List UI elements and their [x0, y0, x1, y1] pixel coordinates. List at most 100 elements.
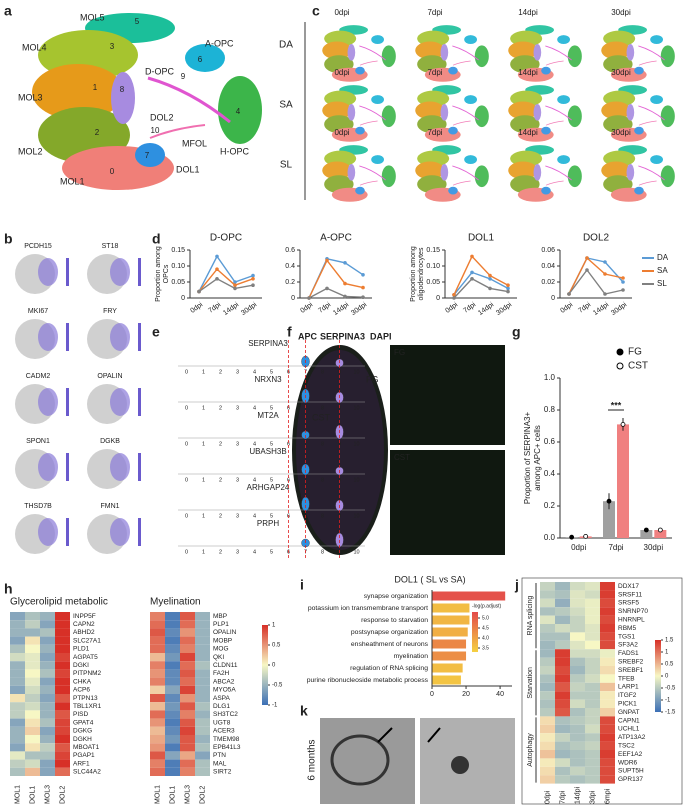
stain-label: DAPI — [370, 331, 392, 341]
heatmap-cell — [600, 640, 615, 650]
point — [325, 258, 329, 263]
row-label: SUPT5H — [618, 768, 644, 775]
x-tick-label: 0dpi — [189, 301, 204, 315]
cluster-id: 4 — [236, 107, 241, 116]
heatmap-cell — [600, 590, 615, 599]
heatmap-cell — [600, 750, 615, 759]
cluster-name: A-OPC — [205, 38, 234, 48]
panel-label: c — [312, 3, 320, 19]
x-tick-label: 30dpi — [495, 301, 513, 317]
heatmap-cell — [570, 640, 585, 650]
point — [361, 295, 365, 300]
row-label: INPP5F — [73, 613, 96, 620]
row-label: TBL1XR1 — [73, 703, 102, 710]
heatmap-cell — [570, 582, 585, 591]
heatmap-cell — [570, 741, 585, 750]
row-label: WDR6 — [618, 759, 638, 766]
column-label: 7dpi — [559, 790, 566, 804]
heatmap-cell — [600, 649, 615, 658]
colorbar — [66, 453, 69, 481]
heatmap-cell — [570, 708, 585, 717]
point — [343, 294, 347, 299]
feature-umap — [38, 323, 58, 351]
arrow — [377, 727, 441, 743]
row-label: MBP — [213, 613, 227, 620]
row-label: OPALIN — [213, 629, 237, 636]
y-axis-label: Proportion among — [410, 246, 417, 302]
heatmap-cell — [195, 661, 210, 670]
x-tick-label: 0dpi — [444, 301, 459, 315]
cluster-label: 2 — [219, 441, 222, 447]
heatmap-cell — [570, 691, 585, 700]
point — [621, 288, 625, 292]
row-label: MYO5A — [213, 687, 236, 694]
feature-umap — [110, 323, 130, 351]
cluster-label: 7 — [304, 405, 307, 411]
row-label: SF3A2 — [618, 642, 638, 649]
cluster-label: 1 — [202, 549, 205, 555]
cluster-label: 4 — [253, 441, 256, 447]
heatmap-cell — [555, 691, 570, 700]
bar — [432, 591, 506, 601]
colorbar-label: 0.5 — [272, 643, 281, 649]
x-tick-label: 7dpi — [317, 301, 332, 315]
heatmap-cell — [180, 751, 195, 760]
heatmap-cell — [10, 661, 25, 670]
column-label: 7dpi — [427, 128, 442, 137]
heatmap-cell — [150, 612, 165, 621]
heatmap-cell — [40, 694, 55, 703]
colorbar — [66, 258, 69, 286]
heatmap-cell — [555, 766, 570, 776]
heatmap-cell — [10, 759, 25, 768]
row-label: MBOAT1 — [73, 744, 100, 751]
heatmap-cell — [555, 640, 570, 650]
legend-marker — [616, 362, 624, 370]
cluster-label: 9 — [338, 441, 341, 447]
heatmap-cell — [570, 775, 585, 784]
cluster-label: 2 — [219, 477, 222, 483]
column-label: 7dpi — [427, 68, 442, 77]
panel-label: b — [4, 231, 13, 247]
mean-dot — [643, 527, 649, 533]
colorbar-label: -0.5 — [665, 686, 676, 692]
cluster-label: 2 — [219, 513, 222, 519]
point — [361, 285, 365, 290]
heatmap-cell — [180, 620, 195, 629]
heatmap-cell — [165, 735, 180, 744]
heatmap-cell — [570, 766, 585, 776]
column-label: 6mpi — [604, 788, 611, 804]
point — [621, 276, 625, 280]
heatmap-cell — [40, 751, 55, 760]
feature-umap — [38, 453, 58, 481]
heatmap-cell — [150, 718, 165, 727]
em-image — [320, 718, 415, 804]
row-label: ABHD2 — [73, 629, 95, 636]
heatmap-cell — [585, 750, 600, 759]
heatmap-cell — [585, 674, 600, 683]
colorbar-title: -log(p.adjust) — [472, 603, 502, 609]
point — [452, 296, 456, 300]
cluster-label: 3 — [236, 405, 239, 411]
column-label: 0dpi — [544, 790, 551, 804]
heatmap-cell — [40, 718, 55, 727]
heatmap-cell — [165, 661, 180, 670]
heatmap-cell — [540, 741, 555, 750]
cluster-name: MOL3 — [18, 92, 43, 102]
heatmap-cell — [585, 598, 600, 608]
group-label: Autophagy — [527, 733, 534, 767]
heatmap-cell — [40, 677, 55, 686]
heatmap-cell — [55, 694, 70, 703]
region-label: CST — [312, 412, 331, 422]
cluster-label: 0 — [185, 405, 188, 411]
point — [488, 277, 492, 281]
cluster-label: 1 — [202, 405, 205, 411]
mean-dot — [606, 498, 612, 504]
heatmap-cell — [165, 644, 180, 653]
feature-umap — [110, 453, 130, 481]
heatmap-cell — [600, 657, 615, 666]
heatmap-cell — [540, 607, 555, 616]
bar — [617, 424, 629, 538]
cluster-label: 4 — [253, 549, 256, 555]
x-tick-label: 20 — [462, 691, 470, 698]
heatmap-cell — [165, 620, 180, 629]
